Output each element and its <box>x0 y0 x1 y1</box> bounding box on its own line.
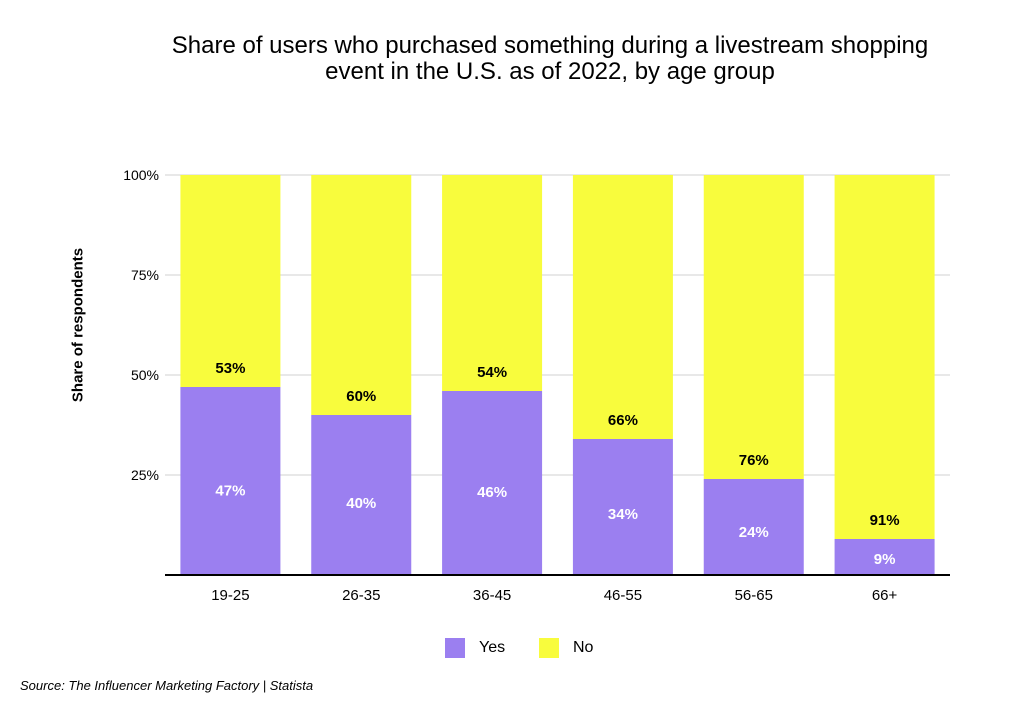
data-label-no: 76% <box>739 452 769 469</box>
data-label-no: 91% <box>870 512 900 529</box>
bar-no <box>311 175 412 415</box>
bar-yes <box>572 439 673 575</box>
bar-yes <box>442 391 543 575</box>
source-note: Source: The Influencer Marketing Factory… <box>20 678 314 693</box>
x-tick-label: 36-45 <box>473 587 511 604</box>
x-tick-label: 26-35 <box>342 587 380 604</box>
chart-title: Share of users who purchased something d… <box>171 32 929 85</box>
data-label-yes: 47% <box>215 482 245 499</box>
data-label-yes: 40% <box>346 495 376 512</box>
legend-item-yes: Yes <box>445 638 505 658</box>
bar-no <box>703 175 804 479</box>
bar-yes <box>180 387 281 575</box>
y-tick-label: 25% <box>131 467 159 483</box>
bar-yes <box>703 479 804 575</box>
data-label-yes: 46% <box>477 484 507 501</box>
data-label-no: 53% <box>215 360 245 377</box>
x-tick-label: 66+ <box>872 587 898 604</box>
data-label-yes: 24% <box>739 524 769 541</box>
x-tick-label: 19-25 <box>211 587 249 604</box>
bar-yes <box>311 415 412 575</box>
bar-no <box>572 175 673 439</box>
data-label-yes: 34% <box>608 506 638 523</box>
legend-label-no: No <box>573 639 594 656</box>
legend-label-yes: Yes <box>479 639 506 656</box>
x-tick-label: 46-55 <box>604 587 642 604</box>
data-label-no: 66% <box>608 412 638 429</box>
legend-swatch-yes <box>445 638 465 658</box>
data-label-yes: 9% <box>874 551 896 568</box>
legend-item-no: No <box>539 638 593 658</box>
legend: Yes No <box>0 638 1024 660</box>
bar-no <box>442 175 543 391</box>
legend-swatch-no <box>539 638 559 658</box>
y-tick-label: 100% <box>123 167 159 183</box>
data-label-no: 54% <box>477 364 507 381</box>
bar-no <box>834 175 935 539</box>
y-tick-label: 50% <box>131 367 159 383</box>
data-label-no: 60% <box>346 388 376 405</box>
bar-yes <box>834 539 935 575</box>
x-tick-label: 56-65 <box>735 587 773 604</box>
bar-no <box>180 175 281 387</box>
y-tick-label: 75% <box>131 267 159 283</box>
